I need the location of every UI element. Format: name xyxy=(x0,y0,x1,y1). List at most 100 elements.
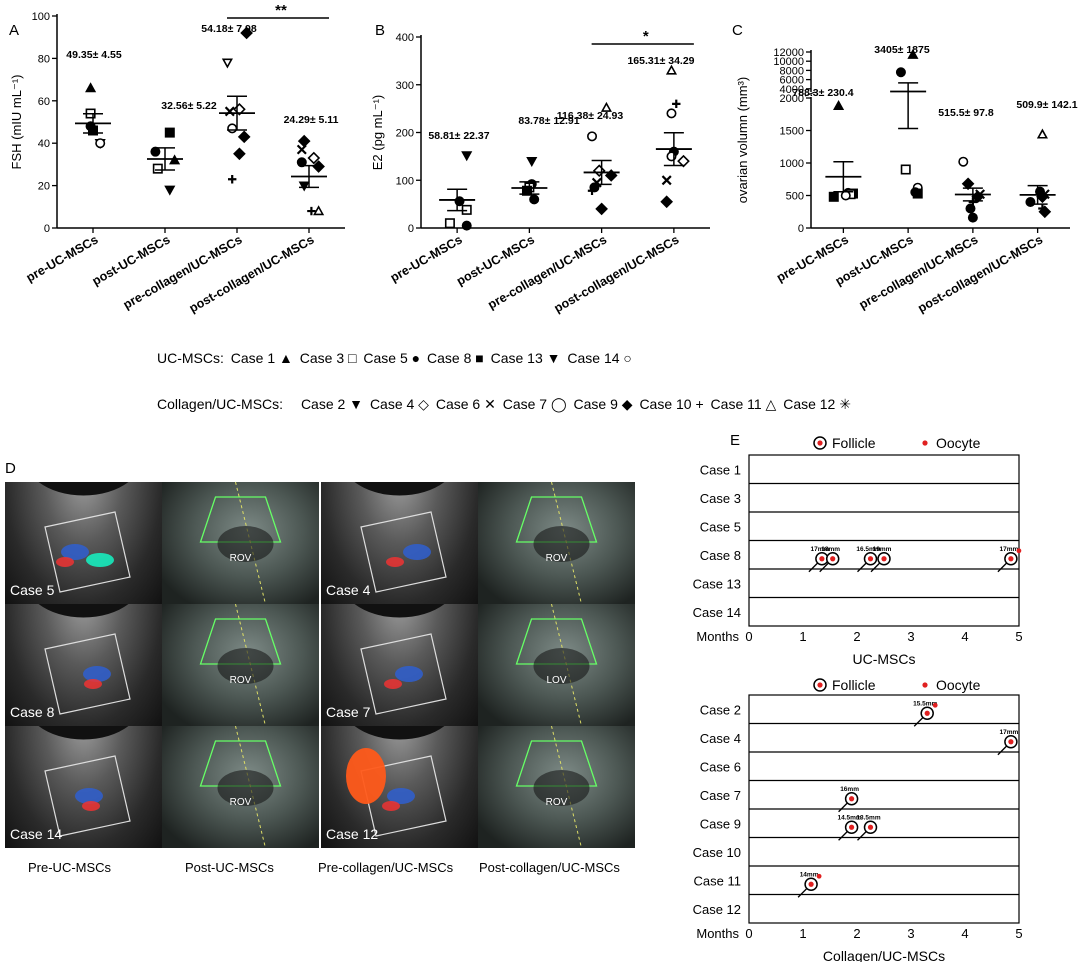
us-caption-post-collagen: Post-collagen/UC-MSCs xyxy=(479,860,620,875)
ultrasound-image: Case 12 xyxy=(321,726,478,848)
data-point-sq-open xyxy=(152,163,163,174)
legend-collagen-uc-mscs: Collagen/UC-MSCs: Case 2 ▼ Case 4 ◇ Case… xyxy=(157,396,854,413)
data-point-plus xyxy=(587,186,597,195)
probe-arc xyxy=(354,604,445,618)
panel-letter-b: B xyxy=(375,22,386,39)
y-axis-label: FSH (mIU mL⁻¹) xyxy=(9,75,24,170)
months-label: Months xyxy=(696,629,739,644)
data-point-x xyxy=(224,106,235,117)
significance-label: * xyxy=(643,28,649,45)
y-tick-label: 40 xyxy=(38,138,50,150)
data-point-x xyxy=(296,144,307,155)
mean-sem-label: 49.35± 4.55 xyxy=(66,49,122,61)
measure-box xyxy=(199,740,282,787)
legend-oocyte-label: Oocyte xyxy=(936,677,981,693)
data-point-diamond xyxy=(240,26,253,40)
legend-item: Case 10 + xyxy=(639,396,704,412)
months-label: Months xyxy=(696,926,739,941)
ultrasound-image: Case 4 xyxy=(321,482,478,604)
legend-uc-mscs: UC-MSCs: Case 1 ▲ Case 3 □ Case 5 ● Case… xyxy=(157,350,635,366)
follicle-size-label: 14mm xyxy=(800,871,819,878)
probe-arc xyxy=(38,482,129,496)
probe-arc xyxy=(354,482,445,496)
ultrasound-image: ROV xyxy=(478,726,635,848)
ultrasound-image: ROV xyxy=(478,482,635,604)
data-point-tri xyxy=(85,82,97,93)
follicle-core xyxy=(924,710,930,716)
chart-b-e2: 0 100 200 300 400 E2 (pg mL⁻¹) pre-UC-MSCs post… xyxy=(370,28,710,315)
mean-sem-label: 165.31± 34.29 xyxy=(627,55,694,67)
panel-letter-d: D xyxy=(5,460,16,477)
case-label: Case 5 xyxy=(10,582,55,598)
data-point-sq xyxy=(828,191,839,202)
ultrasound-overlay: LOV xyxy=(515,604,598,726)
follicle-core xyxy=(819,556,825,562)
data-point-circle-open xyxy=(227,123,238,134)
y-tick-label: 0 xyxy=(44,223,50,235)
y-tick-label: 300 xyxy=(396,80,414,92)
ultrasound-overlay: ROV xyxy=(199,726,282,848)
legend-item: Case 13 ▼ xyxy=(490,350,561,366)
follicle-core xyxy=(817,440,823,446)
y-tick-label: 60 xyxy=(38,96,50,108)
x-tick-label: pre-collagen/UC-MSCs xyxy=(485,232,609,312)
us-caption-post-uc: Post-UC-MSCs xyxy=(185,860,274,875)
timeline-title: UC-MSCs xyxy=(853,651,916,667)
y-tick-label: 10000 xyxy=(773,56,804,68)
follicle-core xyxy=(867,824,874,830)
probe-arc xyxy=(354,726,445,740)
data-point-diamond xyxy=(961,177,975,191)
follicle-size-label: 16.5mm xyxy=(856,546,880,553)
month-tick-label: 0 xyxy=(745,629,752,644)
case-row-label: Case 11 xyxy=(694,873,741,888)
data-point-tri-down xyxy=(164,185,176,196)
ovary-label: ROV xyxy=(230,797,252,808)
follicle-core xyxy=(867,556,874,562)
data-point-tri-open xyxy=(313,205,325,216)
color-flow-blue xyxy=(395,666,423,682)
data-point-tri xyxy=(907,48,919,59)
significance-label: ** xyxy=(275,2,287,19)
data-point-sq-open xyxy=(444,218,455,229)
data-point-circle xyxy=(461,220,472,231)
ultrasound-overlay xyxy=(354,482,447,593)
data-point-circle-open xyxy=(958,156,969,167)
mean-sem-label: 58.81± 22.37 xyxy=(428,130,489,142)
case-row-label: Case 5 xyxy=(700,519,741,534)
data-point-diamond-open xyxy=(592,164,606,178)
y-tick-label: 100 xyxy=(32,11,50,23)
data-point-circle-open xyxy=(587,131,598,142)
legend-item: Case 11 △ xyxy=(710,396,777,412)
ovary-shadow xyxy=(533,526,590,562)
ovary-label: LOV xyxy=(546,675,566,686)
case-label: Case 8 xyxy=(10,704,55,720)
case-row-label: Case 7 xyxy=(700,788,741,803)
data-point-circle xyxy=(1025,197,1036,208)
month-tick-label: 1 xyxy=(799,926,806,941)
x-tick-label: post-collagen/UC-MSCs xyxy=(915,232,1045,315)
x-tick-label: post-collagen/UC-MSCs xyxy=(552,232,682,315)
follicle-size-label: 17mm xyxy=(811,546,830,553)
data-point-sq xyxy=(164,127,175,138)
color-flow-blue xyxy=(387,788,415,804)
us-caption-pre-collagen: Pre-collagen/UC-MSCs xyxy=(318,860,454,875)
y-tick-label: 400 xyxy=(396,32,414,44)
y-tick-label: 6000 xyxy=(780,75,804,87)
doppler-box xyxy=(360,511,447,593)
mean-sem-label: 788.3± 230.4 xyxy=(792,87,853,99)
legend-item: Case 9 ◆ xyxy=(573,396,633,412)
y-tick-label: 200 xyxy=(396,128,414,140)
legend-follicle-label: Follicle xyxy=(832,435,876,451)
mean-sem-label: 3405± 1875 xyxy=(874,44,930,56)
y-axis-label: E2 (pg mL⁻¹) xyxy=(370,95,385,171)
legend-item: Case 4 ◇ xyxy=(369,396,429,412)
color-flow-red xyxy=(386,557,404,567)
data-point-circle xyxy=(529,194,540,205)
follicle-core xyxy=(808,881,814,887)
panel-letter-c: C xyxy=(732,22,743,39)
data-point-circle-open xyxy=(95,138,106,149)
measure-box xyxy=(199,496,282,543)
case-row-label: Case 9 xyxy=(700,816,741,831)
ultrasound-image: ROV xyxy=(162,604,319,726)
